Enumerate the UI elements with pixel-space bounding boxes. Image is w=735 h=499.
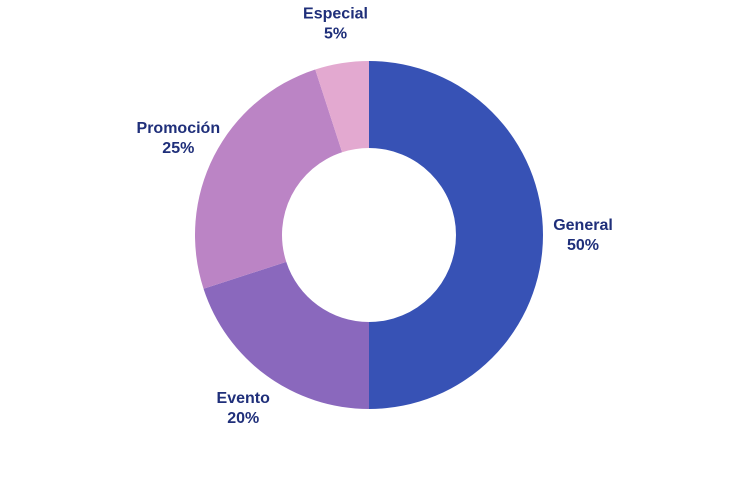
slice-labels: General 50% Evento 20% Promoción 25% Especial 5…: [137, 6, 613, 427]
slice-evento: [203, 261, 369, 409]
slice-label-promocion: Promoción 25%: [137, 120, 221, 157]
slice-percent-value: 20%: [227, 410, 259, 427]
donut-slices: [194, 61, 543, 409]
slice-category-name: Evento: [217, 390, 271, 407]
slice-general: [369, 61, 543, 409]
slice-percent-value: 5%: [324, 26, 347, 43]
slice-percent-value: 50%: [567, 237, 599, 254]
slice-category-name: General: [553, 217, 613, 234]
slice-especial: [315, 61, 369, 153]
slice-promocion: [194, 69, 343, 289]
slice-category-name: Especial: [303, 6, 368, 23]
slice-label-especial: Especial 5%: [303, 6, 368, 43]
slice-label-general: General 50%: [553, 217, 613, 254]
slice-percent-value: 25%: [162, 140, 194, 157]
slice-category-name: Promoción: [137, 120, 221, 137]
slice-label-evento: Evento 20%: [217, 390, 271, 427]
